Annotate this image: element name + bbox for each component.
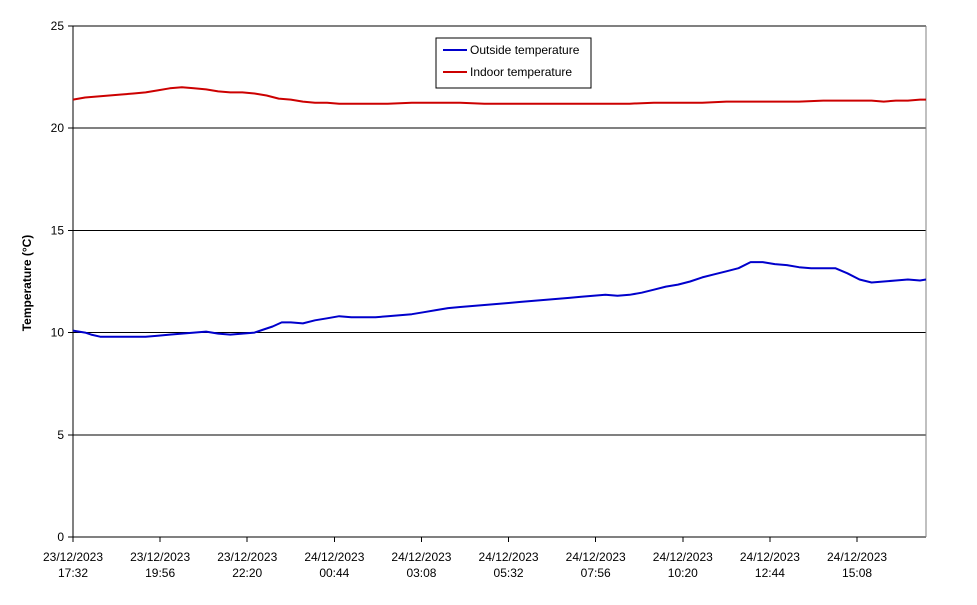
x-tick-label-date: 24/12/2023 [304,550,364,564]
legend-label-1: Indoor temperature [470,65,572,79]
x-tick-label-date: 23/12/2023 [130,550,190,564]
series-line-indoor-temperature [72,86,926,105]
x-tick-label-date: 24/12/2023 [566,550,626,564]
legend: Outside temperature Indoor temperature [435,37,592,89]
x-tick-label-date: 24/12/2023 [827,550,887,564]
y-axis-label: Temperature (°C) [20,235,34,332]
legend-box [435,37,592,89]
legend-label-0: Outside temperature [470,43,580,57]
x-tick-label-time: 15:08 [842,566,872,580]
x-tick-label-time: 10:20 [668,566,698,580]
x-tick-label-time: 05:32 [494,566,524,580]
axes [68,25,927,542]
y-tick-label-5: 5 [57,428,64,442]
x-tick-label-time: 22:20 [232,566,262,580]
x-tick-label-6: 24/12/2023 07:56 [566,550,626,580]
x-tick-label-9: 24/12/2023 15:08 [827,550,887,580]
y-tick-label-25: 25 [51,19,65,33]
x-tick-label-7: 24/12/2023 10:20 [653,550,713,580]
x-tick-label-4: 24/12/2023 03:08 [391,550,451,580]
y-tick-label-0: 0 [57,530,64,544]
x-tick-label-date: 24/12/2023 [479,550,539,564]
x-tick-label-time: 07:56 [581,566,611,580]
x-tick-label-2: 23/12/2023 22:20 [217,550,277,580]
series-lines [72,86,927,338]
x-tick-label-0: 23/12/2023 17:32 [43,550,103,580]
x-tick-label-1: 23/12/2023 19:56 [130,550,190,580]
x-tick-label-date: 23/12/2023 [217,550,277,564]
y-tick-label-20: 20 [51,121,65,135]
x-tick-label-time: 03:08 [406,566,436,580]
x-tick-label-date: 24/12/2023 [653,550,713,564]
x-tick-label-3: 24/12/2023 00:44 [304,550,364,580]
x-tick-label-date: 24/12/2023 [740,550,800,564]
grid-lines [73,25,926,538]
x-tick-label-time: 19:56 [145,566,175,580]
series-line-outside-temperature [72,261,927,338]
y-tick-labels: 0 5 10 15 20 25 [51,19,65,544]
x-tick-label-8: 24/12/2023 12:44 [740,550,800,580]
y-tick-label-10: 10 [51,326,65,340]
x-tick-label-date: 24/12/2023 [391,550,451,564]
x-tick-label-time: 12:44 [755,566,785,580]
x-tick-label-date: 23/12/2023 [43,550,103,564]
x-tick-label-time: 17:32 [58,566,88,580]
x-tick-label-time: 00:44 [319,566,349,580]
x-tick-label-5: 24/12/2023 05:32 [479,550,539,580]
y-tick-label-15: 15 [51,223,65,237]
